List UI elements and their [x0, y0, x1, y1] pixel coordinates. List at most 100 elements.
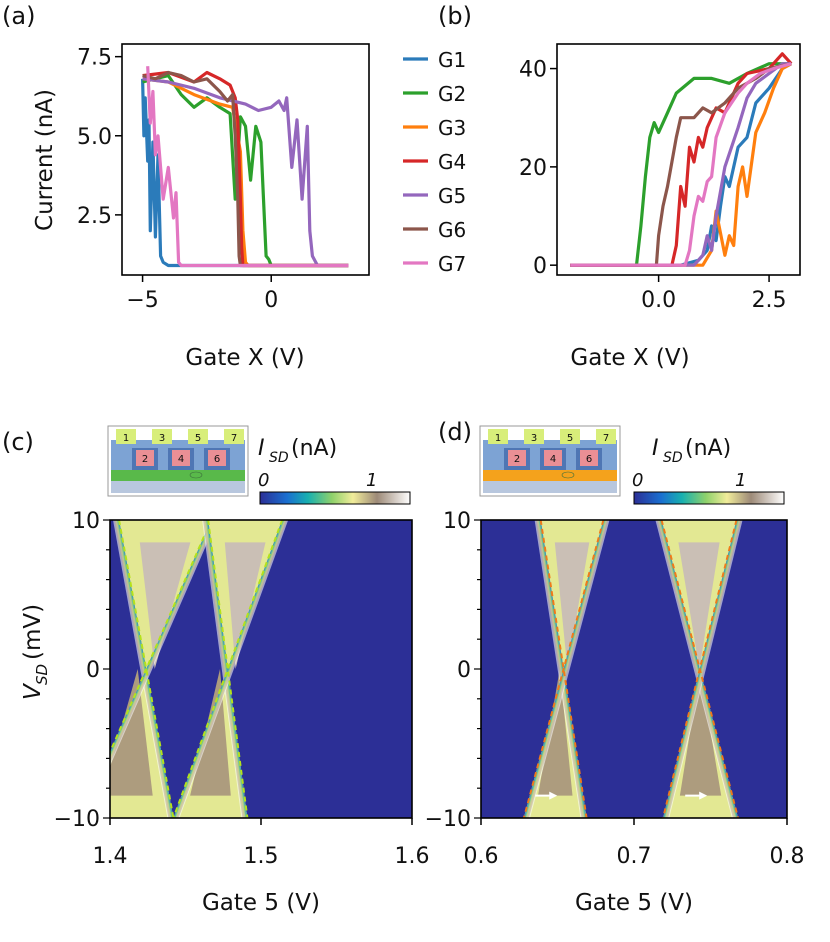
inset-gate-label: 2 [514, 454, 520, 465]
panel-d-ytick-label: 0 [457, 658, 471, 683]
inset-gate-label: 3 [159, 433, 165, 444]
panel-b-series-g7 [570, 62, 792, 267]
panel-a-ytick-label: 2.5 [77, 204, 112, 229]
inset-gate-label: 7 [603, 433, 609, 444]
inset-gate-label: 4 [178, 454, 184, 465]
panel-a-frame [121, 43, 370, 276]
inset-top-gate [152, 429, 172, 444]
panel-c-conduction-band [110, 520, 216, 762]
legend-label-g7: G7 [438, 252, 466, 276]
inset-gate-label: 5 [195, 433, 201, 444]
panel-label-a: (a) [2, 2, 35, 30]
panel-c-conduction-core [110, 669, 153, 796]
inset-gate-label: 1 [123, 433, 129, 444]
colorbar-c-tick-1: 1 [366, 470, 377, 491]
panel-d-background [481, 520, 787, 818]
panel-d-xtick-label: 0.8 [770, 844, 805, 869]
panel-a-series-g2 [142, 73, 349, 268]
panel-c-conduction-core [139, 542, 191, 669]
inset-gate-label: 6 [586, 454, 592, 465]
panel-b-ytick-label: 40 [519, 58, 547, 83]
inset-dot [189, 471, 203, 479]
device-schematic-inset-c: 1 3 5 7 2 4 6 [107, 425, 249, 497]
panel-a-series-g3 [142, 77, 349, 268]
legend: G1 G2 G3 G4 G5 G6 G7 [403, 48, 466, 276]
colorbar-c-label-unit: (nA) [291, 436, 337, 461]
panel-d-xtick-label: 0.6 [464, 844, 499, 869]
panel-b-frame [556, 43, 801, 276]
panel-d-arrow-head [549, 791, 558, 800]
panel-a-series-g6 [142, 70, 349, 268]
inset-top-gate [560, 429, 580, 444]
panel-d-conduction-core [678, 542, 720, 669]
colorbar-d-tick-0: 0 [632, 470, 643, 491]
inset-plunger-gate [172, 450, 190, 466]
panel-b-line-chart: 0.0 2.5 0 20 40 Gate X (V) [519, 43, 801, 371]
panel-d-ytick-label: 10 [443, 509, 471, 534]
inset-top-gate [596, 429, 616, 444]
panel-c-ytick-label: 10 [72, 509, 100, 534]
panel-b-xtick-label: 2.5 [752, 288, 787, 313]
panel-c-fit-line [110, 520, 213, 755]
panel-c-map-content [110, 520, 289, 818]
panel-d-arrow-head [699, 791, 708, 800]
inset-gate-label: 5 [567, 433, 573, 444]
panel-a-ytick-label: 7.5 [77, 46, 112, 71]
panel-a-xtick-label: −5 [126, 288, 158, 313]
inset-gate-label: 2 [142, 454, 148, 465]
inset-top-gate [188, 429, 208, 444]
panel-b-series-g4 [570, 52, 793, 267]
colorbar-d: I SD (nA) 0 1 [632, 436, 785, 505]
inset-plunger-gate [580, 450, 598, 466]
inset-substrate [483, 481, 617, 493]
legend-label-g2: G2 [438, 82, 466, 106]
colorbar-c: I SD (nA) 0 1 [258, 436, 411, 505]
panel-c-conduction-band [110, 520, 218, 767]
panel-c-conduction-band [110, 520, 214, 757]
inset-plunger-gate [508, 450, 526, 466]
panel-c-fit-line [118, 520, 175, 818]
panel-b-series-g6 [570, 62, 792, 267]
panel-a-series-g5 [142, 77, 349, 268]
inset-substrate [111, 481, 245, 493]
inset-plunger-gate [208, 450, 226, 466]
panel-b-xlabel: Gate X (V) [570, 345, 689, 371]
panel-d-conduction-core [554, 542, 590, 669]
inset-dot [561, 471, 575, 479]
colorbar-c-label-main: I [258, 436, 265, 461]
panel-c-ylabel-unit: (mV) [20, 604, 46, 660]
panel-c-heatmap: 1.4 1.5 1.6 −10 0 10 Gate 5 (V) V SD (mV) [20, 509, 430, 916]
panel-b-xtick-label: 0.0 [641, 288, 676, 313]
colorbar-d-tick-1: 1 [735, 470, 746, 491]
panel-d-heatmap: 0.6 0.7 0.8 −10 0 10 Gate 5 (V) [425, 509, 805, 916]
panel-d-fit-line [522, 520, 605, 818]
inset-gate-label: 7 [231, 433, 237, 444]
inset-gate-label: 3 [531, 433, 537, 444]
panel-a-ylabel: Current (nA) [32, 89, 58, 231]
panel-label-c: (c) [2, 428, 34, 456]
panel-c-xtick-label: 1.6 [395, 844, 430, 869]
inset-top-gate [524, 429, 544, 444]
panel-label-b: (b) [438, 2, 472, 30]
inset-gate-label: 4 [550, 454, 556, 465]
inset-top-gate [116, 429, 136, 444]
panel-b-series-g5 [570, 62, 792, 267]
panel-a-xtick-label: 0 [264, 288, 278, 313]
panel-c-ytick-label: 0 [86, 658, 100, 683]
panel-c-ytick-label: −10 [54, 807, 100, 832]
legend-label-g1: G1 [438, 48, 466, 72]
inset-plunger-gate [136, 450, 154, 466]
panel-d-xtick-label: 0.7 [617, 844, 652, 869]
inset-top-gate [488, 429, 508, 444]
colorbar-c-label-sub: SD [269, 450, 289, 466]
legend-label-g4: G4 [438, 150, 466, 174]
panel-a-series-g1 [141, 78, 349, 268]
panel-b-series-g2 [570, 62, 792, 267]
panel-c-conduction-band [110, 520, 215, 760]
inset-top-gate [224, 429, 244, 444]
panel-d-xlabel: Gate 5 (V) [575, 890, 693, 916]
panel-a-series-g4 [142, 70, 349, 268]
inset-gate-label: 1 [495, 433, 501, 444]
panel-b-ytick-label: 20 [519, 156, 547, 181]
panel-c-xlabel: Gate 5 (V) [202, 890, 320, 916]
